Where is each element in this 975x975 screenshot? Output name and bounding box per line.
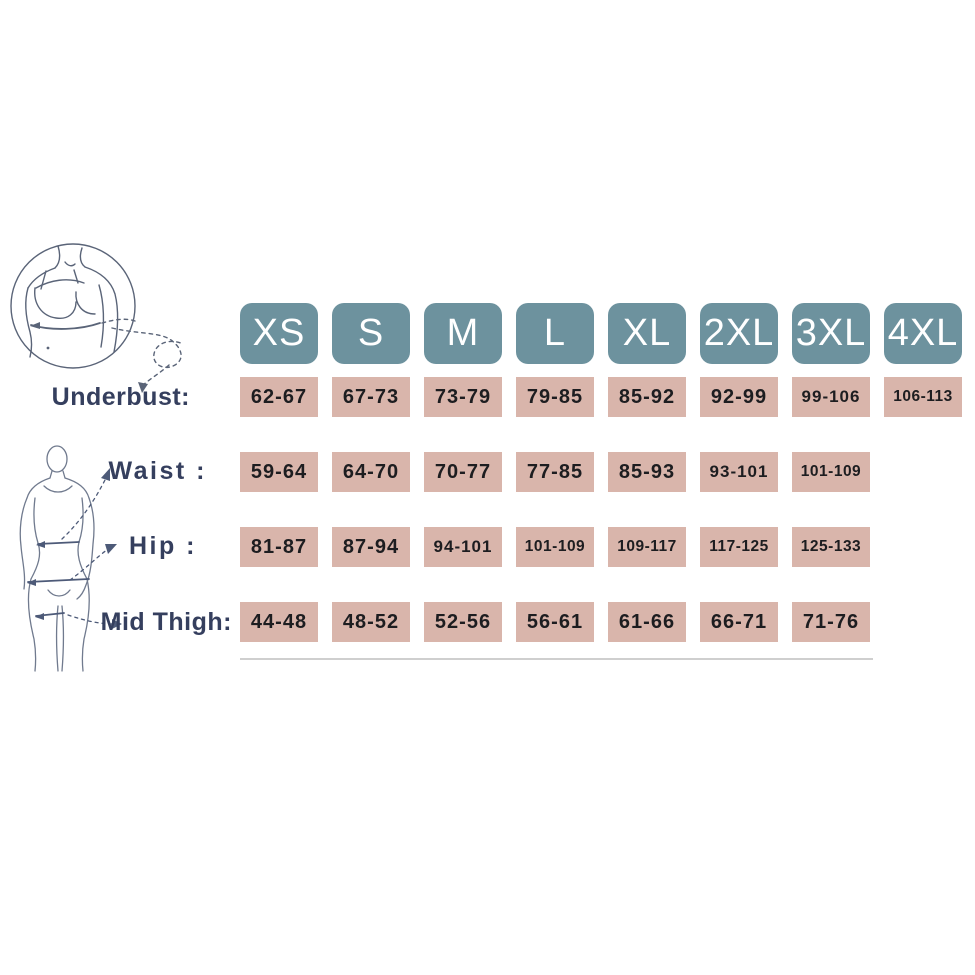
size-header-xl: XL — [608, 303, 686, 364]
size-header-row: XS S M L XL 2XL 3XL 4XL — [240, 303, 962, 364]
pointer-arrowheads — [101, 468, 122, 629]
size-header-s: S — [332, 303, 410, 364]
measurement-cell: 48-52 — [332, 602, 410, 642]
measurement-cell: 92-99 — [700, 377, 778, 417]
measurement-cell: 125-133 — [792, 527, 870, 567]
measurement-lines — [27, 541, 89, 620]
row-label-mid-thigh: Mid Thigh: — [100, 608, 232, 636]
body-illustration — [0, 438, 122, 683]
row-values-waist: 59-64 64-70 70-77 77-85 85-93 93-101 101-109 — [240, 452, 962, 492]
measurement-cell: 87-94 — [332, 527, 410, 567]
size-header-m: M — [424, 303, 502, 364]
measurement-cell: 73-79 — [424, 377, 502, 417]
torso-bra-drawing — [26, 246, 118, 357]
measurement-cell: 64-70 — [332, 452, 410, 492]
arrowhead-down — [138, 382, 148, 393]
size-header-3xl: 3XL — [792, 303, 870, 364]
measurement-cell: 117-125 — [700, 527, 778, 567]
measurement-cell: 71-76 — [792, 602, 870, 642]
measurement-cell: 99-106 — [792, 377, 870, 417]
measurement-cell: 101-109 — [792, 452, 870, 492]
row-values-hip: 81-87 87-94 94-101 101-109 109-117 117-125 125… — [240, 527, 962, 567]
measurement-cell: 93-101 — [700, 452, 778, 492]
size-header-2xl: 2XL — [700, 303, 778, 364]
underbust-illustration — [2, 236, 237, 393]
measurement-cell: 101-109 — [516, 527, 594, 567]
measurement-cell: 62-67 — [240, 377, 318, 417]
measurement-cell: 44-48 — [240, 602, 318, 642]
row-values-mid-thigh: 44-48 48-52 52-56 56-61 61-66 66-71 71-76 — [240, 602, 962, 642]
measurement-cell: 106-113 — [884, 377, 962, 417]
row-label-underbust: Underbust: — [51, 383, 190, 411]
illustration-circle-frame — [11, 244, 135, 368]
divider-line — [240, 658, 873, 660]
measurement-cell: 56-61 — [516, 602, 594, 642]
size-header-xs: XS — [240, 303, 318, 364]
measurement-cell: 70-77 — [424, 452, 502, 492]
row-label-waist: Waist : — [108, 457, 207, 485]
measurement-cell: 85-93 — [608, 452, 686, 492]
measurement-cell: 61-66 — [608, 602, 686, 642]
measurement-cell: 94-101 — [424, 527, 502, 567]
measurement-cell: 79-85 — [516, 377, 594, 417]
measurement-cell: 85-92 — [608, 377, 686, 417]
row-label-hip: Hip : — [128, 532, 197, 560]
measurement-cell: 77-85 — [516, 452, 594, 492]
measurement-cell: 109-117 — [608, 527, 686, 567]
size-header-4xl: 4XL — [884, 303, 962, 364]
measurement-cell: 52-56 — [424, 602, 502, 642]
dashed-pointer-arrows — [62, 478, 114, 624]
row-values-underbust: 62-67 67-73 73-79 79-85 85-92 92-99 99-106 106-… — [240, 377, 962, 417]
measurement-cell: 81-87 — [240, 527, 318, 567]
measurement-cell: 67-73 — [332, 377, 410, 417]
measurement-cell: 59-64 — [240, 452, 318, 492]
measurement-cell: 66-71 — [700, 602, 778, 642]
size-header-l: L — [516, 303, 594, 364]
body-outline-drawing — [20, 446, 94, 671]
